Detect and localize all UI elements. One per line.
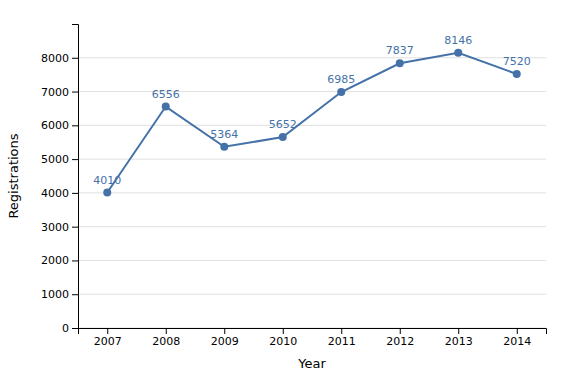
x-axis: 2007 2008 2009 2010 2011 2012 2013 2014	[79, 328, 547, 348]
x-tick: 2009	[211, 328, 239, 348]
point	[220, 143, 228, 151]
y-tick: 4000	[41, 187, 78, 200]
x-tick-label: 2014	[503, 335, 531, 348]
point	[279, 133, 287, 141]
point	[337, 88, 345, 96]
point	[396, 59, 404, 67]
data-labels: 4010 6556 5364 5652 6985 7837 8146 7520	[93, 34, 531, 187]
x-tick-mark	[224, 328, 225, 334]
x-tick-label: 2010	[269, 335, 297, 348]
x-tick-label: 2012	[386, 335, 414, 348]
y-tick-label: 0	[62, 322, 69, 335]
y-tick-label: 5000	[41, 153, 69, 166]
point	[454, 49, 462, 57]
point	[513, 70, 521, 78]
y-tick-label: 1000	[41, 288, 69, 301]
x-tick-mark	[517, 328, 518, 334]
data-label: 5364	[210, 128, 238, 141]
x-tick-label: 2007	[94, 335, 122, 348]
y-axis-line	[72, 25, 79, 329]
data-label: 8146	[444, 34, 472, 47]
x-tick-mark	[458, 328, 459, 334]
data-label: 5652	[269, 118, 297, 131]
x-tick: 2014	[503, 328, 531, 348]
grid-line	[78, 159, 546, 160]
x-tick-mark	[400, 328, 401, 334]
x-tick-mark	[166, 328, 167, 334]
y-tick-mark	[72, 159, 78, 160]
y-tick-label: 6000	[41, 119, 69, 132]
plot: 2007 2008 2009 2010 2011 2012 2013 2014 0 1000 200…	[41, 25, 547, 348]
y-tick-mark	[72, 328, 78, 329]
x-tick: 2007	[94, 328, 122, 348]
x-tick-label: 2008	[152, 335, 180, 348]
data-label: 4010	[93, 174, 121, 187]
x-tick-mark	[107, 328, 108, 334]
x-tick: 2012	[386, 328, 414, 348]
y-tick-label: 8000	[41, 52, 69, 65]
grid-line	[78, 294, 546, 295]
x-axis-title: Year	[297, 356, 326, 371]
data-label: 6556	[152, 88, 180, 101]
y-tick: 5000	[41, 153, 78, 166]
x-tick-label: 2009	[211, 335, 239, 348]
grid-line	[78, 260, 546, 261]
y-tick: 1000	[41, 288, 78, 301]
data-label: 7837	[386, 44, 414, 57]
y-tick-mark	[72, 227, 78, 228]
chart: 2007 2008 2009 2010 2011 2012 2013 2014 0 1000 200…	[0, 0, 570, 380]
y-tick-mark	[72, 92, 78, 93]
y-tick-mark	[72, 125, 78, 126]
y-tick-mark	[72, 58, 78, 59]
point	[103, 189, 111, 197]
y-tick-label: 7000	[41, 86, 69, 99]
x-tick: 2011	[328, 328, 356, 348]
x-tick: 2008	[152, 328, 180, 348]
data-label: 6985	[327, 73, 355, 86]
y-tick: 6000	[41, 119, 78, 132]
series	[103, 49, 520, 197]
data-label: 7520	[503, 55, 531, 68]
grid	[78, 58, 546, 328]
x-tick-mark	[341, 328, 342, 334]
y-tick: 3000	[41, 221, 78, 234]
point	[162, 103, 170, 111]
y-tick: 8000	[41, 52, 78, 65]
y-axis: 0 1000 2000 3000 4000 5000 6000 7000 8000	[41, 25, 79, 336]
grid-line	[78, 125, 546, 126]
x-tick: 2010	[269, 328, 297, 348]
x-tick-label: 2011	[328, 335, 356, 348]
grid-line	[78, 226, 546, 227]
line	[107, 53, 517, 193]
x-tick: 2013	[445, 328, 473, 348]
x-axis-line	[79, 329, 547, 335]
y-tick: 7000	[41, 86, 78, 99]
x-tick-mark	[283, 328, 284, 334]
y-tick-mark	[72, 294, 78, 295]
y-tick-label: 3000	[41, 221, 69, 234]
x-tick-label: 2013	[445, 335, 473, 348]
y-tick-label: 2000	[41, 254, 69, 267]
y-tick-label: 4000	[41, 187, 69, 200]
y-tick-mark	[72, 193, 78, 194]
grid-line	[78, 91, 546, 92]
y-tick-mark	[72, 260, 78, 261]
y-axis-title: Registrations	[6, 133, 21, 218]
y-tick: 0	[62, 322, 78, 335]
grid-line	[78, 192, 546, 193]
y-tick: 2000	[41, 254, 78, 267]
